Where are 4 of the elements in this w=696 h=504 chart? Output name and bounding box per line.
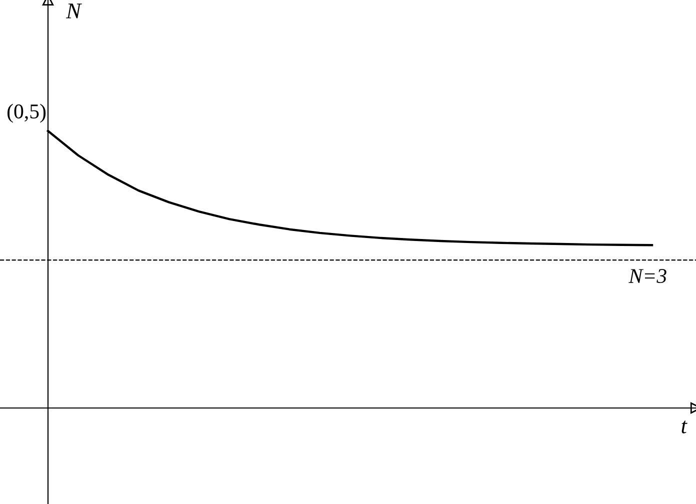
text: t (682, 420, 688, 434)
text: (0,5) (7, 104, 46, 123)
annotation: N=3 (628, 269, 666, 284)
text: N (66, 4, 82, 18)
